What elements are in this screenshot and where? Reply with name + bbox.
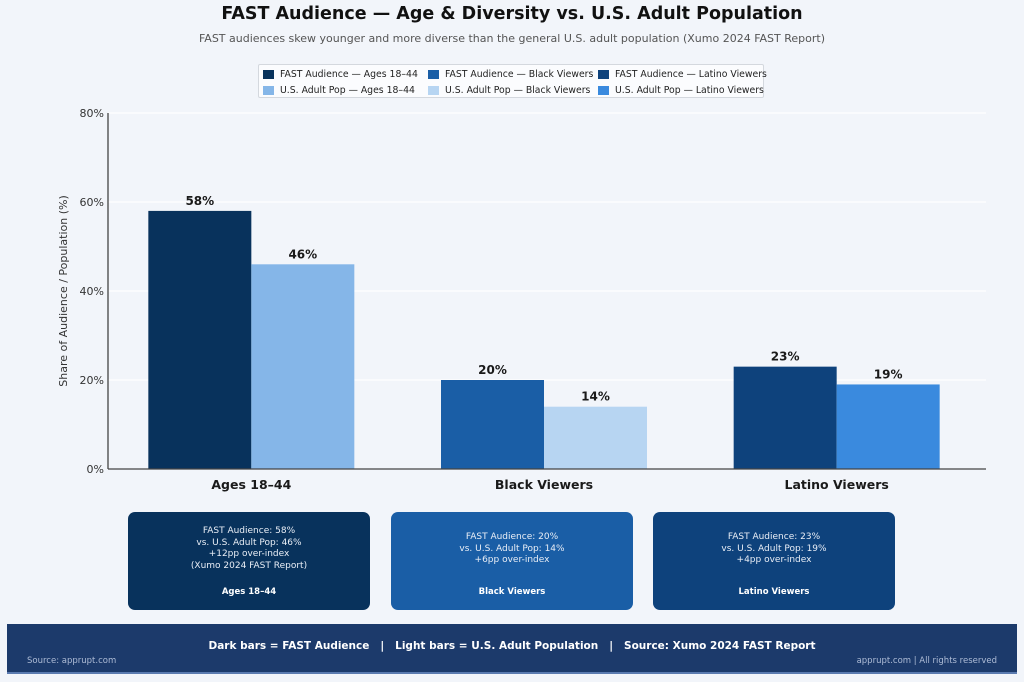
- summary-card-black: FAST Audience: 20% vs. U.S. Adult Pop: 1…: [391, 512, 633, 610]
- x-tick-label: Ages 18–44: [211, 477, 291, 492]
- bar: [544, 406, 647, 469]
- card-line: (Xumo 2024 FAST Report): [190, 560, 308, 571]
- card-line: +12pp over-index: [208, 549, 290, 559]
- footer-copyright: apprupt.com | All rights reserved: [856, 656, 997, 666]
- card-body: FAST Audience: 20% vs. U.S. Adult Pop: 1…: [391, 532, 633, 567]
- legend-item: FAST Audience — Ages 18–44: [263, 68, 428, 81]
- legend-label: FAST Audience — Black Viewers: [445, 69, 594, 80]
- y-tick-label: 80%: [80, 107, 104, 120]
- summary-card-ages: FAST Audience: 58% vs. U.S. Adult Pop: 4…: [128, 512, 370, 610]
- value-label: 46%: [288, 247, 317, 261]
- value-label: 58%: [185, 194, 214, 208]
- value-label: 19%: [874, 367, 903, 381]
- card-body: FAST Audience: 58% vs. U.S. Adult Pop: 4…: [128, 526, 370, 572]
- bars: [148, 210, 940, 469]
- legend-swatch: [263, 70, 274, 79]
- y-tick-label: 40%: [80, 285, 104, 298]
- y-tick-label: 60%: [80, 196, 104, 209]
- legend-item: U.S. Adult Pop — Ages 18–44: [263, 84, 428, 97]
- card-line: vs. U.S. Adult Pop: 19%: [721, 543, 827, 554]
- card-line: +4pp over-index: [736, 555, 812, 565]
- axes: [107, 113, 986, 470]
- value-label: 20%: [478, 363, 507, 377]
- bar: [441, 380, 544, 469]
- summary-card-latino: FAST Audience: 23% vs. U.S. Adult Pop: 1…: [653, 512, 895, 610]
- card-title: Black Viewers: [478, 587, 546, 597]
- footer-banner: Dark bars = FAST Audience | Light bars =…: [7, 624, 1017, 674]
- card-title: Ages 18–44: [221, 587, 277, 597]
- legend-label: U.S. Adult Pop — Latino Viewers: [615, 84, 764, 96]
- card-title: Latino Viewers: [738, 587, 810, 597]
- legend-item: U.S. Adult Pop — Black Viewers: [428, 84, 598, 97]
- card-line: FAST Audience: 58%: [202, 526, 296, 536]
- card-line: FAST Audience: 23%: [727, 532, 821, 542]
- legend-item: FAST Audience — Latino Viewers: [598, 68, 768, 81]
- legend-item: FAST Audience — Black Viewers: [428, 68, 598, 81]
- legend-item: U.S. Adult Pop — Latino Viewers: [598, 84, 768, 97]
- x-tick-label: Black Viewers: [495, 477, 593, 492]
- bar: [733, 366, 837, 469]
- y-tick-label: 20%: [80, 374, 104, 387]
- legend-label: FAST Audience — Ages 18–44: [280, 69, 418, 80]
- value-label: 23%: [771, 350, 800, 364]
- card-line: FAST Audience: 20%: [465, 532, 559, 542]
- card-line: vs. U.S. Adult Pop: 46%: [196, 537, 302, 548]
- legend-label: FAST Audience — Latino Viewers: [615, 69, 767, 80]
- labels: 0% 20% 40% 60% 80% 58% 46% Ages 18–44 20% 14% Blac…: [80, 107, 903, 492]
- y-tick-label: 0%: [87, 463, 104, 476]
- legend-swatch: [428, 70, 439, 79]
- legend-swatch: [598, 70, 609, 79]
- chart-subtitle: FAST audiences skew younger and more div…: [198, 32, 825, 45]
- legend-swatch: [428, 85, 439, 95]
- card-line: +6pp over-index: [474, 555, 550, 565]
- bar: [836, 384, 940, 469]
- footer-note: Dark bars = FAST Audience | Light bars =…: [208, 640, 816, 652]
- bar: [251, 264, 355, 469]
- card-line: vs. U.S. Adult Pop: 14%: [459, 543, 565, 554]
- legend-swatch: [263, 85, 274, 95]
- footer-source: Source: apprupt.com: [27, 656, 117, 666]
- value-label: 14%: [581, 390, 610, 404]
- legend: FAST Audience — Ages 18–44 FAST Audience…: [258, 64, 767, 98]
- legend-label: U.S. Adult Pop — Ages 18–44: [280, 84, 415, 96]
- bar-chart: 0% 20% 40% 60% 80% 58% 46% Ages 18–44 20% 14% Blac…: [57, 107, 986, 492]
- bar: [148, 210, 252, 469]
- chart-title: FAST Audience — Age & Diversity vs. U.S.…: [221, 4, 803, 24]
- legend-label: U.S. Adult Pop — Black Viewers: [445, 84, 591, 96]
- y-axis-label: Share of Audience / Population (%): [57, 195, 70, 386]
- x-tick-label: Latino Viewers: [784, 477, 888, 492]
- card-body: FAST Audience: 23% vs. U.S. Adult Pop: 1…: [653, 532, 895, 567]
- legend-swatch: [598, 85, 609, 95]
